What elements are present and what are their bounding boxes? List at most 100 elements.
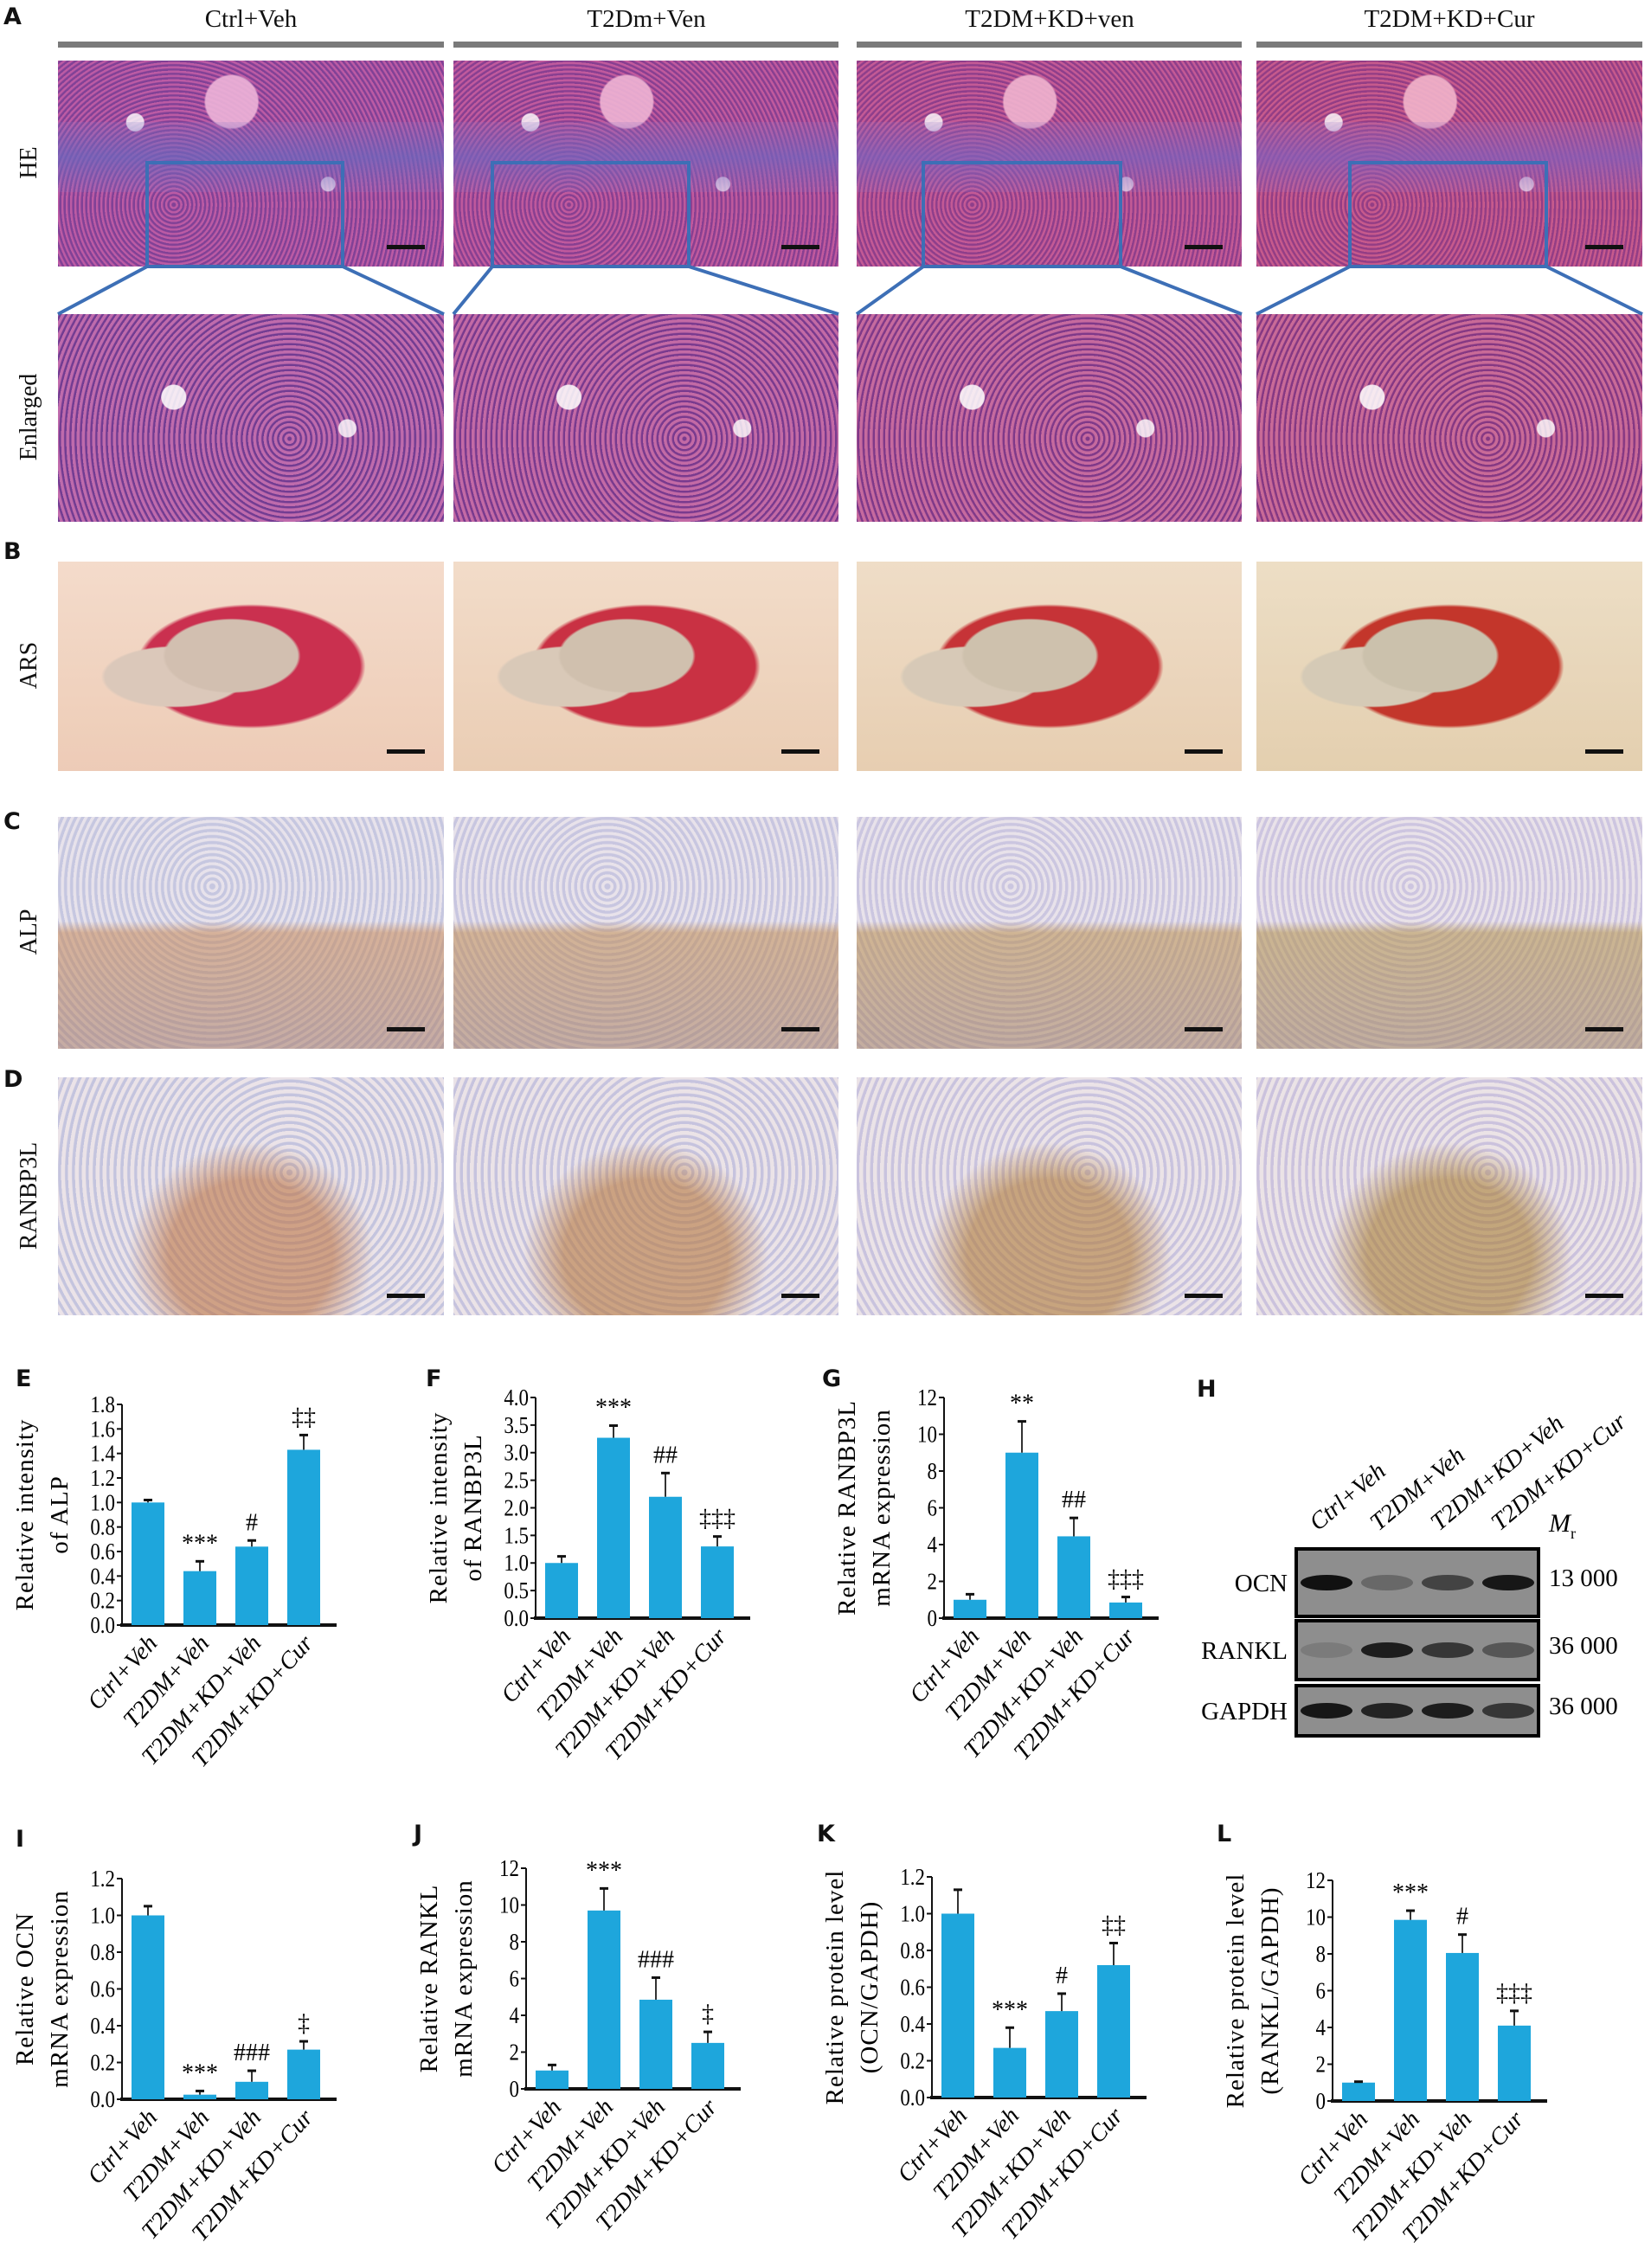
panel-letter-f: F xyxy=(426,1365,442,1392)
bar xyxy=(132,1915,164,2099)
zoom-connector xyxy=(855,265,1243,316)
blot-band xyxy=(1361,1703,1413,1719)
chart-j-rankl-mrna: Relative RANKL mRNA expression024681012Ct… xyxy=(418,1856,741,2236)
y-tick-label: 12 xyxy=(499,1856,519,1881)
scale-bar xyxy=(1585,1294,1623,1298)
blot-protein-label: OCN xyxy=(1235,1570,1288,1597)
y-tick-label: 0 xyxy=(1316,2089,1326,2114)
blot-band xyxy=(1301,1575,1352,1590)
histology-image-enlarged-4 xyxy=(1256,314,1642,522)
blot-band xyxy=(1361,1642,1413,1658)
histology-image-he-4 xyxy=(1256,61,1642,267)
bar xyxy=(1446,1952,1479,2101)
histology-image-enlarged-2 xyxy=(453,314,838,522)
significance-marker: ‡‡‡ xyxy=(1108,1566,1144,1593)
y-tick-label: 4 xyxy=(510,2003,520,2028)
y-tick-label: 1.8 xyxy=(90,1392,115,1417)
scale-bar xyxy=(781,1027,819,1031)
significance-marker: *** xyxy=(992,1996,1028,2023)
panel-letter-b: B xyxy=(3,538,22,565)
growth-plate-band xyxy=(1256,122,1642,193)
chart-f-ranbp3l-intensity: Relative intensity of RANBP3L 0.0 0.51.0 1.5… xyxy=(427,1385,750,1765)
row-label-ranbp3l: RANBP3L xyxy=(16,1141,42,1250)
y-axis-label: mRNA expression xyxy=(46,1890,74,2087)
y-tick-label: 0.4 xyxy=(90,2014,115,2039)
y-tick-label: 1.4 xyxy=(90,1442,115,1467)
significance-marker: # xyxy=(1456,1904,1468,1931)
blot-band xyxy=(1301,1642,1352,1658)
panel-letter-h: H xyxy=(1197,1376,1217,1403)
bar xyxy=(287,2049,320,2099)
scale-bar xyxy=(1185,1027,1223,1031)
histology-image-ars-2 xyxy=(453,562,838,771)
y-axis-label: mRNA expression xyxy=(868,1409,896,1606)
bar xyxy=(1057,1536,1090,1618)
y-tick-label: 1.0 xyxy=(900,1902,925,1927)
histology-image-ranbp3l-1 xyxy=(58,1077,444,1315)
blot-strip-rankl xyxy=(1294,1619,1540,1681)
chart-k-ocn-protein: Relative protein level (OCN/GAPDH) 0.0 0.2 0… xyxy=(824,1865,1147,2245)
bar xyxy=(588,1910,620,2089)
bar xyxy=(597,1437,630,1618)
bar xyxy=(183,1571,216,1625)
histology-image-alp-4 xyxy=(1256,817,1642,1049)
y-tick-label: 1.5 xyxy=(504,1524,529,1549)
y-tick-label: 0.8 xyxy=(90,1515,115,1540)
scale-bar xyxy=(1585,749,1623,754)
y-tick-label: 0 xyxy=(928,1606,937,1631)
row-label-ars: ARS xyxy=(16,641,42,690)
significance-marker: ‡‡ xyxy=(292,1404,316,1430)
panel-letter-k: K xyxy=(817,1821,835,1847)
bar xyxy=(536,2070,569,2089)
y-tick-label: 8 xyxy=(1316,1942,1326,1967)
bar xyxy=(649,1496,682,1618)
y-tick-label: 0.2 xyxy=(90,2051,115,2076)
blot-band xyxy=(1482,1642,1534,1658)
scale-bar xyxy=(781,749,819,754)
scale-bar xyxy=(387,245,425,249)
y-tick-label: 8 xyxy=(928,1459,937,1484)
bar xyxy=(235,1546,268,1625)
blot-protein-label: RANKL xyxy=(1201,1637,1288,1665)
scale-bar xyxy=(387,1027,425,1031)
y-axis-label: (OCN/GAPDH) xyxy=(856,1901,883,2074)
y-tick-label: 0.0 xyxy=(504,1606,529,1631)
zoom-connector xyxy=(452,265,839,316)
blot-band xyxy=(1422,1642,1474,1658)
enlargement-guides xyxy=(57,161,1643,316)
growth-plate-band xyxy=(453,122,838,193)
scale-bar xyxy=(1585,245,1623,249)
mr-label: Mr xyxy=(1548,1509,1576,1542)
y-tick-label: 0.2 xyxy=(900,2049,925,2074)
scale-bar xyxy=(781,245,819,249)
blot-band xyxy=(1361,1575,1413,1590)
bar xyxy=(1498,2025,1531,2101)
y-tick-label: 0.0 xyxy=(90,2087,115,2112)
panel-letter-d: D xyxy=(3,1066,23,1093)
significance-marker: *** xyxy=(182,1530,218,1557)
western-blot: Ctrl+VehT2DM+VehT2DM+KD+VehT2DM+KD+CurMr… xyxy=(1201,1408,1632,1738)
scale-bar xyxy=(1185,1294,1223,1298)
y-axis-label: Relative RANBP3L xyxy=(836,1400,861,1616)
histology-image-alp-3 xyxy=(857,817,1242,1049)
y-tick-label: 0.2 xyxy=(90,1589,115,1614)
y-axis-label: of ALP xyxy=(46,1475,74,1554)
bar xyxy=(1342,2082,1375,2101)
significance-marker: ** xyxy=(1010,1391,1034,1417)
y-tick-label: 1.2 xyxy=(900,1865,925,1890)
panel-letter-j: J xyxy=(414,1821,423,1847)
y-tick-label: 3.0 xyxy=(504,1441,529,1466)
histology-image-ranbp3l-2 xyxy=(453,1077,838,1315)
blot-band xyxy=(1482,1575,1534,1590)
row-label-alp: ALP xyxy=(16,909,42,955)
histology-image-ranbp3l-3 xyxy=(857,1077,1242,1315)
y-tick-label: 0.4 xyxy=(900,2012,925,2037)
y-tick-label: 3.5 xyxy=(504,1413,529,1438)
significance-marker: ## xyxy=(653,1442,678,1468)
bar xyxy=(691,2042,724,2089)
mr-label-sub: r xyxy=(1571,1525,1576,1542)
y-tick-label: 0 xyxy=(510,2077,519,2102)
bar xyxy=(1045,2011,1078,2098)
histology-image-ranbp3l-4 xyxy=(1256,1077,1642,1315)
bar xyxy=(545,1563,578,1618)
